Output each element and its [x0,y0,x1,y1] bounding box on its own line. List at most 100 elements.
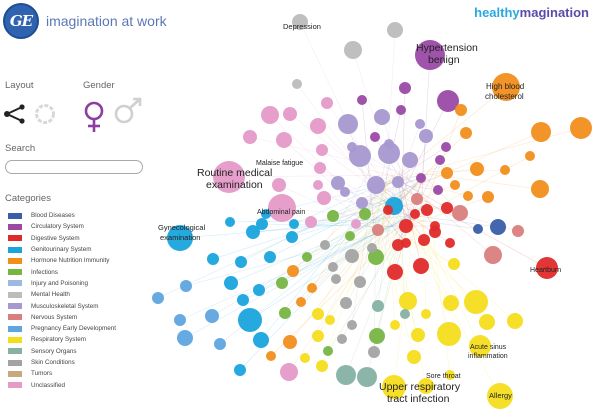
graph-node[interactable] [331,274,341,284]
female-gender-icon[interactable] [82,100,106,134]
graph-node[interactable] [347,320,357,330]
graph-node[interactable] [345,231,355,241]
graph-node[interactable] [383,205,393,215]
graph-node[interactable] [410,209,420,219]
graph-node[interactable] [382,375,406,399]
graph-node[interactable] [287,265,299,277]
graph-node[interactable] [536,257,558,279]
graph-node[interactable] [441,167,453,179]
graph-node[interactable] [525,151,535,161]
graph-node[interactable] [448,258,460,270]
search-input[interactable] [5,160,143,174]
graph-node[interactable] [327,210,339,222]
graph-node[interactable] [283,107,297,121]
graph-node[interactable] [421,309,431,319]
graph-node[interactable] [344,41,362,59]
category-item[interactable]: Genitourinary System [8,244,116,255]
graph-node[interactable] [482,191,494,203]
category-item[interactable]: Digestive System [8,233,116,244]
graph-node[interactable] [402,152,418,168]
graph-node[interactable] [378,142,400,164]
graph-node[interactable] [253,284,265,296]
graph-node[interactable] [289,219,299,229]
graph-node[interactable] [507,313,523,329]
graph-nodes[interactable] [152,14,592,409]
graph-node[interactable] [372,224,384,236]
graph-node[interactable] [484,246,502,264]
graph-node[interactable] [450,180,460,190]
graph-node[interactable] [356,197,368,209]
graph-node[interactable] [452,205,468,221]
graph-node[interactable] [357,95,367,105]
graph-node[interactable] [225,217,235,227]
graph-node[interactable] [323,346,333,356]
graph-node[interactable] [337,334,347,344]
graph-node[interactable] [370,132,380,142]
graph-node[interactable] [437,322,461,346]
graph-node[interactable] [310,118,326,134]
graph-node[interactable] [416,173,426,183]
graph-node[interactable] [307,283,317,293]
graph-node[interactable] [390,320,400,330]
graph-node[interactable] [411,328,425,342]
graph-node[interactable] [429,226,441,238]
graph-node[interactable] [490,219,506,235]
graph-node[interactable] [372,300,384,312]
graph-node[interactable] [419,129,433,143]
graph-node[interactable] [276,277,288,289]
graph-node[interactable] [463,191,473,201]
graph-node[interactable] [238,308,262,332]
graph-node[interactable] [441,142,451,152]
graph-node[interactable] [401,238,411,248]
graph-node[interactable] [460,127,472,139]
graph-node[interactable] [435,155,445,165]
graph-node[interactable] [268,194,296,222]
graph-node[interactable] [266,351,276,361]
category-item[interactable]: Injury and Poisoning [8,278,116,289]
graph-node[interactable] [512,225,524,237]
graph-node[interactable] [443,295,459,311]
graph-node[interactable] [418,234,430,246]
graph-node[interactable] [280,363,298,381]
graph-node[interactable] [313,180,323,190]
graph-node[interactable] [531,122,551,142]
category-item[interactable]: Blood Diseases [8,210,116,221]
graph-node[interactable] [487,383,513,409]
graph-node[interactable] [418,378,434,394]
graph-node[interactable] [328,262,338,272]
graph-node[interactable] [445,238,455,248]
graph-node[interactable] [167,225,193,251]
category-item[interactable]: Hormone Nutrition Immunity [8,255,116,266]
category-item[interactable]: Infections [8,266,116,277]
graph-node[interactable] [340,187,350,197]
category-item[interactable]: Tumors [8,368,116,379]
graph-node[interactable] [387,22,403,38]
graph-node[interactable] [320,240,330,250]
graph-node[interactable] [396,105,406,115]
graph-node[interactable] [473,224,483,234]
graph-node[interactable] [415,40,445,70]
graph-node[interactable] [292,79,302,89]
graph-node[interactable] [492,73,520,101]
graph-node[interactable] [314,162,326,174]
graph-node[interactable] [292,14,308,30]
graph-node[interactable] [305,216,317,228]
graph-node[interactable] [407,350,421,364]
graph-node[interactable] [413,258,429,274]
graph-node[interactable] [399,82,411,94]
graph-node[interactable] [312,330,324,342]
graph-node[interactable] [316,360,328,372]
graph-node[interactable] [276,132,292,148]
category-item[interactable]: Mental Health [8,289,116,300]
graph-node[interactable] [256,218,268,230]
graph-node[interactable] [470,162,484,176]
graph-node[interactable] [347,142,357,152]
graph-node[interactable] [441,202,453,214]
graph-node[interactable] [368,346,380,358]
category-item[interactable]: Circulatory System [8,221,116,232]
graph-node[interactable] [531,180,549,198]
graph-node[interactable] [500,165,510,175]
graph-node[interactable] [336,365,356,385]
category-item[interactable]: Musculoskeletal System [8,300,116,311]
layout-circle-icon[interactable] [34,103,56,125]
